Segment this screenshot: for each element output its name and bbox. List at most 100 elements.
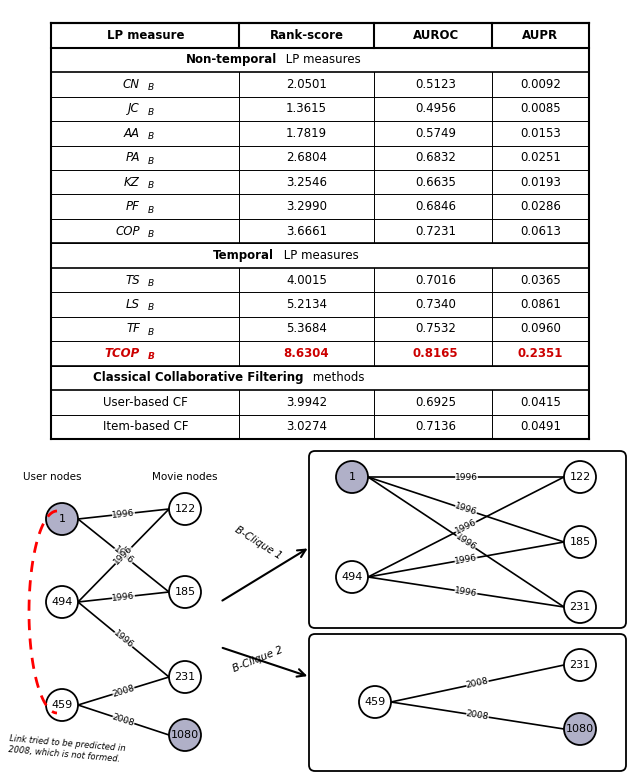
Circle shape [169,719,201,751]
Text: 122: 122 [174,504,196,514]
Text: B: B [148,181,154,190]
Text: 1996: 1996 [111,508,136,520]
Text: 1996: 1996 [454,553,478,566]
Text: B: B [148,83,154,92]
Circle shape [169,661,201,693]
Text: LP measures: LP measures [280,249,358,262]
Text: 2008: 2008 [111,713,136,728]
Circle shape [336,561,368,593]
Text: B: B [148,132,154,141]
Text: Classical Collaborative Filtering: Classical Collaborative Filtering [93,371,304,385]
Text: 231: 231 [175,672,196,682]
Text: KZ: KZ [124,176,140,189]
Text: 0.7532: 0.7532 [415,322,456,336]
Text: AUROC: AUROC [412,29,459,42]
Text: 0.0085: 0.0085 [520,103,561,116]
Text: 1996: 1996 [112,545,135,566]
Text: 1080: 1080 [171,730,199,740]
Text: 8.6304: 8.6304 [284,347,330,360]
Text: 0.0251: 0.0251 [520,152,561,164]
Text: 0.0613: 0.0613 [520,225,561,238]
Text: 0.0286: 0.0286 [520,200,561,213]
Text: 0.2351: 0.2351 [518,347,563,360]
Text: 0.0092: 0.0092 [520,78,561,91]
Text: B: B [148,328,154,336]
Text: PA: PA [125,152,140,164]
Text: 0.6832: 0.6832 [415,152,456,164]
Text: 1996: 1996 [111,591,136,603]
Text: TS: TS [125,274,140,287]
Text: 3.0274: 3.0274 [286,420,327,434]
Text: B: B [148,352,155,361]
Text: TCOP: TCOP [105,347,140,360]
Text: JC: JC [128,103,140,116]
Text: B: B [148,108,154,117]
Text: 0.4956: 0.4956 [415,103,456,116]
Text: 0.7016: 0.7016 [415,274,456,287]
FancyBboxPatch shape [309,634,626,771]
Text: 5.2134: 5.2134 [286,298,327,311]
Text: AUPR: AUPR [522,29,559,42]
Text: 3.2990: 3.2990 [286,200,327,213]
Text: User-based CF: User-based CF [103,395,188,409]
Text: 0.0415: 0.0415 [520,395,561,409]
Circle shape [564,591,596,623]
Text: 231: 231 [570,602,591,612]
Text: CN: CN [123,78,140,91]
Text: 0.6635: 0.6635 [415,176,456,189]
Text: Movie nodes: Movie nodes [152,472,218,482]
Circle shape [46,503,78,535]
Text: B-Clique 2: B-Clique 2 [232,645,285,674]
Text: 3.6661: 3.6661 [286,225,327,238]
Text: 185: 185 [175,587,196,597]
Text: 0.0153: 0.0153 [520,127,561,140]
Text: 0.5749: 0.5749 [415,127,456,140]
Circle shape [564,461,596,493]
Text: 1996: 1996 [454,517,478,536]
Text: 122: 122 [570,472,591,482]
Text: 231: 231 [570,660,591,670]
Text: 1996: 1996 [454,532,478,552]
Text: 1.3615: 1.3615 [286,103,327,116]
Text: 2.6804: 2.6804 [286,152,327,164]
Text: 2.0501: 2.0501 [286,78,327,91]
Text: 494: 494 [51,597,73,607]
Circle shape [169,576,201,608]
Text: 0.7136: 0.7136 [415,420,456,434]
Circle shape [564,713,596,745]
Circle shape [359,686,391,718]
Text: 0.0861: 0.0861 [520,298,561,311]
Text: B: B [148,279,154,288]
Text: 0.7231: 0.7231 [415,225,456,238]
Text: 0.7340: 0.7340 [415,298,456,311]
Text: 0.6925: 0.6925 [415,395,456,409]
Text: B: B [148,303,154,312]
Text: 185: 185 [570,537,591,547]
Text: LS: LS [126,298,140,311]
Text: Rank-score: Rank-score [269,29,344,42]
Text: 2008: 2008 [465,709,490,722]
Circle shape [46,689,78,721]
Text: B: B [148,206,154,214]
Text: 2008: 2008 [111,683,136,699]
Text: 1: 1 [349,472,355,482]
Text: 2008: 2008 [465,677,490,690]
Text: 1.7819: 1.7819 [286,127,327,140]
Text: Non-temporal: Non-temporal [186,54,277,67]
Circle shape [336,461,368,493]
Text: B: B [148,157,154,166]
Text: 459: 459 [51,700,72,710]
Text: 0.0491: 0.0491 [520,420,561,434]
Text: User nodes: User nodes [23,472,81,482]
Text: 5.3684: 5.3684 [286,322,327,336]
Text: Temporal: Temporal [213,249,275,262]
Text: 1996: 1996 [112,629,135,650]
Text: 3.9942: 3.9942 [286,395,327,409]
Text: 0.0193: 0.0193 [520,176,561,189]
Text: PF: PF [126,200,140,213]
Text: Item-based CF: Item-based CF [102,420,188,434]
Text: methods: methods [309,371,365,385]
Text: Link tried to be predicted in
2008, which is not formed.: Link tried to be predicted in 2008, whic… [8,734,125,764]
Text: LP measures: LP measures [282,54,361,67]
Text: 0.0365: 0.0365 [520,274,561,287]
